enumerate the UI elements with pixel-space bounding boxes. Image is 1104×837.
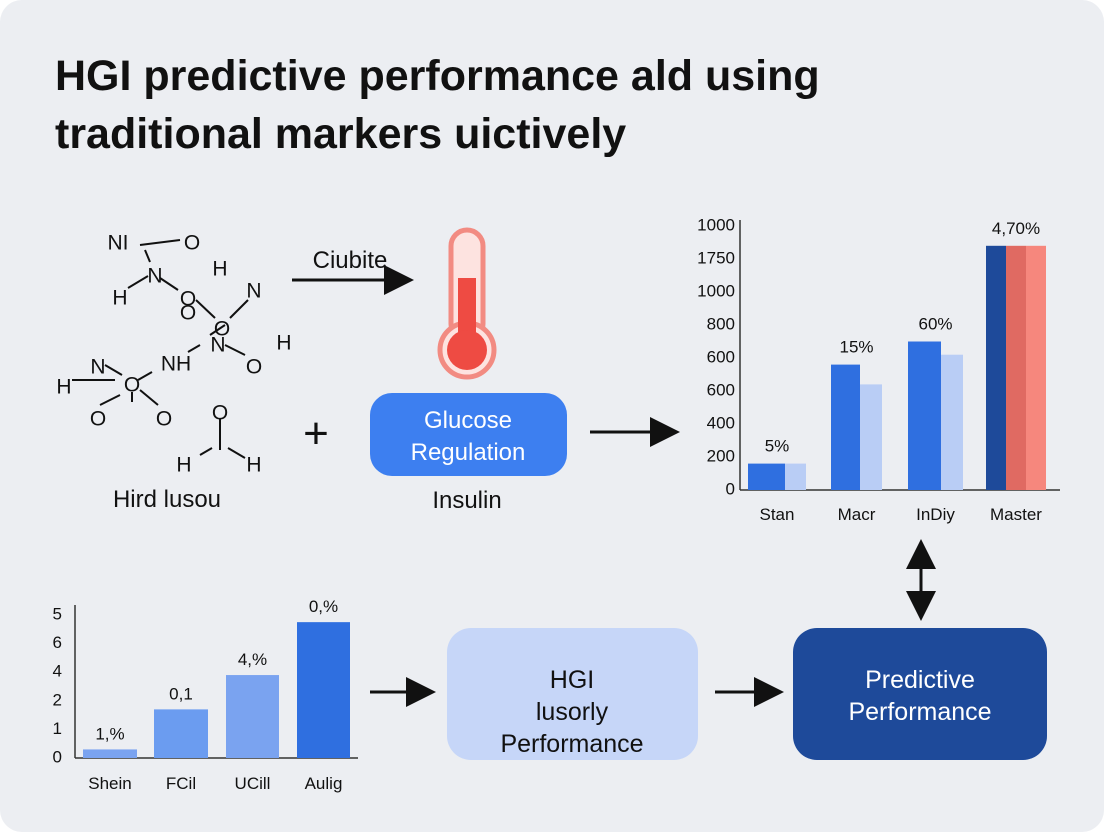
atom-label: H	[56, 376, 71, 399]
bar	[986, 245, 1006, 490]
x-tick-label: FCil	[166, 774, 196, 793]
value-label: 5%	[765, 437, 790, 456]
bar	[154, 709, 208, 758]
atom-label: O	[90, 408, 106, 431]
bar	[297, 622, 350, 758]
x-tick-label: InDiy	[916, 505, 955, 524]
atom-label: H	[276, 332, 291, 355]
thermometer-icon	[437, 227, 497, 380]
x-tick-label: Master	[990, 505, 1042, 524]
bar	[226, 675, 279, 758]
bar	[1026, 245, 1046, 490]
arrow-label: Ciubite	[313, 247, 388, 274]
x-tick-label: Macr	[838, 505, 876, 524]
y-tick-label: 600	[707, 347, 735, 366]
x-tick-label: Shein	[88, 774, 131, 793]
x-tick-label: Aulig	[305, 774, 343, 793]
atom-label: N	[147, 265, 162, 288]
y-tick-label: 4	[53, 662, 62, 681]
glucose-box	[370, 393, 567, 476]
glucose-box-text: Glucose Regulation	[411, 407, 526, 466]
title-line: traditional markers uictively	[55, 110, 626, 158]
y-tick-label: 1000	[697, 215, 735, 234]
molecule-label: Hird lusou	[113, 486, 221, 513]
bar	[941, 354, 963, 490]
atom-label: N	[90, 356, 105, 379]
bar	[860, 384, 882, 490]
atom-label: O	[246, 356, 262, 379]
atom-label: NH	[161, 353, 191, 376]
atom-label: O	[156, 408, 172, 431]
value-label: 15%	[839, 338, 873, 357]
atom-label: H	[112, 287, 127, 310]
value-label: 4,70%	[992, 219, 1040, 238]
atom-label: O	[212, 402, 228, 425]
atom-label: H	[212, 258, 227, 281]
bar	[1006, 245, 1026, 490]
y-tick-label: 0	[726, 479, 735, 498]
molecule	[72, 239, 249, 459]
y-tick-label: 1000	[697, 281, 735, 300]
x-tick-label: Stan	[760, 505, 795, 524]
value-label: 4,%	[238, 650, 267, 669]
y-tick-label: 1750	[697, 248, 735, 267]
plus: +	[303, 409, 329, 458]
atom-label: H	[246, 454, 261, 477]
title-line: HGI predictive performance ald using	[55, 52, 820, 100]
y-tick-label: 6	[53, 633, 62, 652]
insulin-label: Insulin	[432, 487, 501, 514]
atom-label: O	[180, 302, 196, 325]
bar	[83, 749, 137, 758]
y-tick-label: 600	[707, 380, 735, 399]
y-tick-label: 5	[53, 604, 62, 623]
y-tick-label: 1	[53, 719, 62, 738]
value-label: 0,1	[169, 684, 193, 703]
predictive-box	[793, 628, 1047, 760]
value-label: 60%	[918, 315, 952, 334]
atom-label: N	[246, 280, 261, 303]
atom-label: N	[210, 334, 225, 357]
atom-label: O	[180, 288, 196, 311]
x-tick-label: UCill	[235, 774, 271, 793]
bar	[908, 341, 941, 490]
atom-label: O	[124, 374, 140, 397]
predictive-box-text: Predictive Performance	[848, 666, 991, 726]
hgi-box-text: HGI lusorly Performance	[500, 666, 643, 758]
atom-label: O	[214, 318, 230, 341]
bar	[785, 463, 806, 490]
atom-label: NI	[108, 232, 129, 255]
value-label: 1,%	[95, 724, 124, 743]
y-tick-label: 400	[707, 413, 735, 432]
y-tick-label: 800	[707, 314, 735, 333]
bar	[748, 463, 785, 490]
value-label: 0,%	[309, 597, 338, 616]
y-tick-label: 2	[53, 690, 62, 709]
y-tick-label: 0	[53, 747, 62, 766]
atom-label: H	[176, 454, 191, 477]
bar	[831, 364, 860, 490]
y-tick-label: 200	[707, 446, 735, 465]
atom-label: O	[184, 232, 200, 255]
hgi-box	[447, 628, 698, 760]
